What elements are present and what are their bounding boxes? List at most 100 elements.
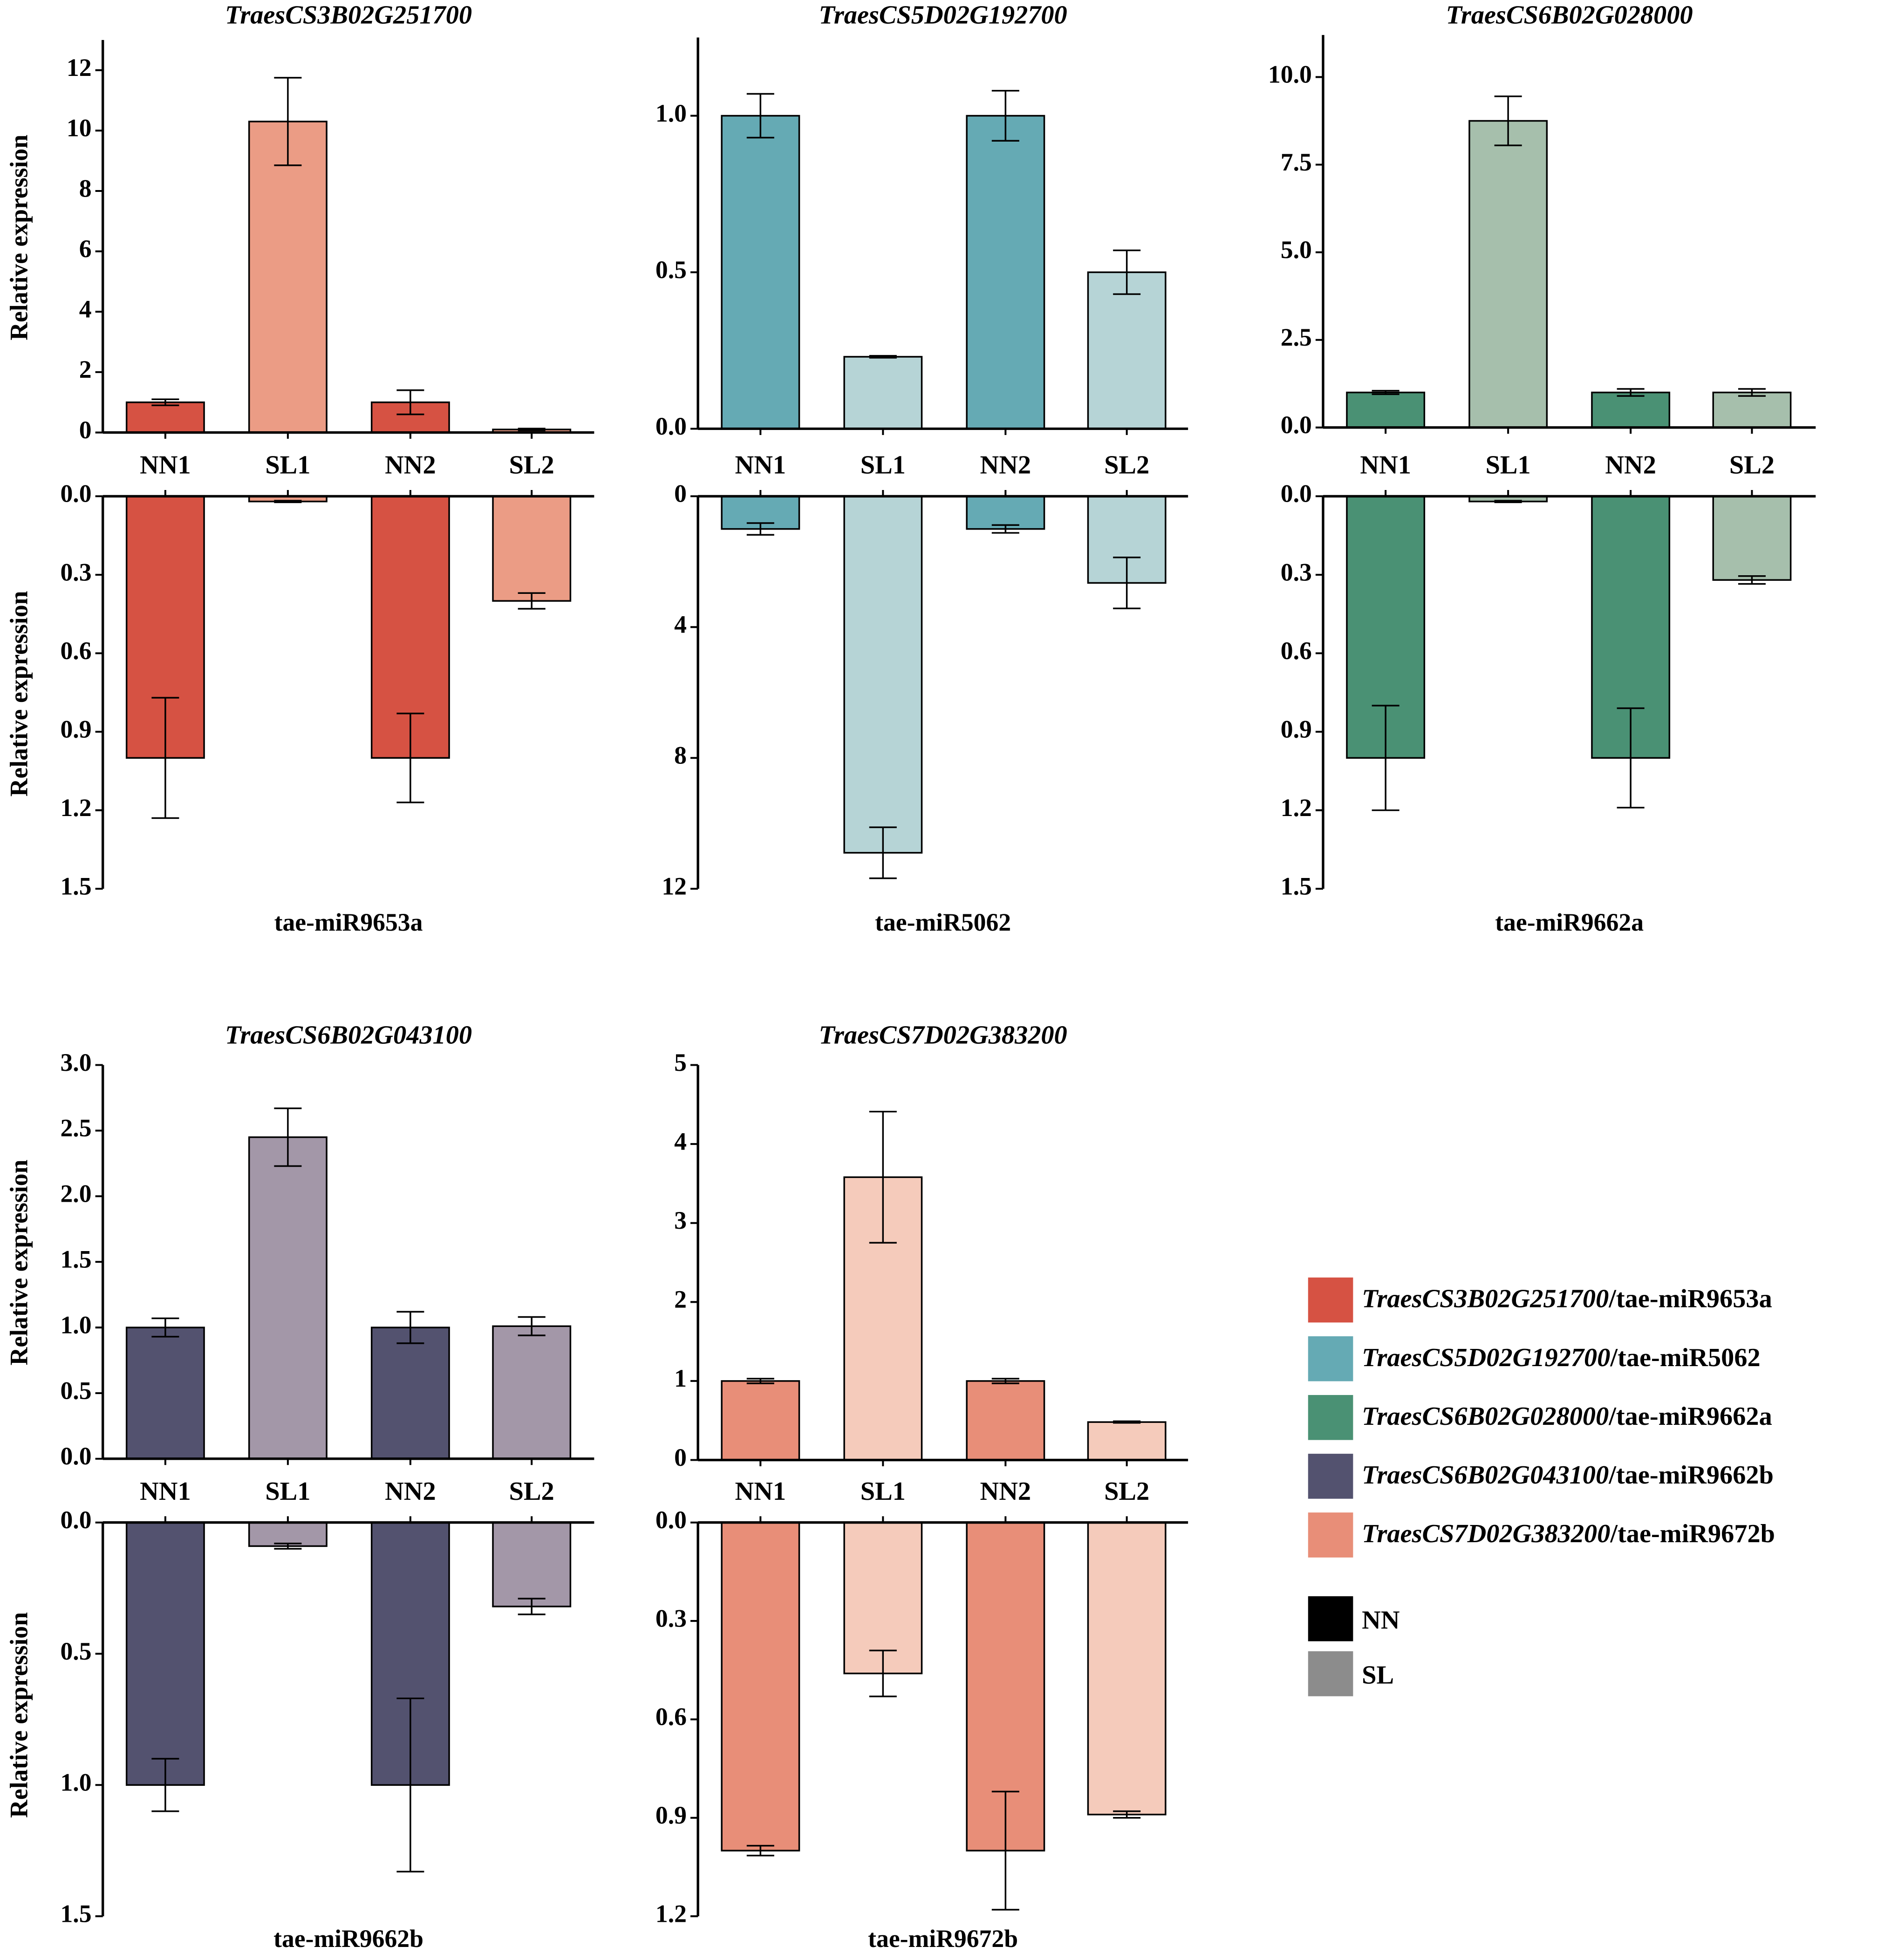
x-tick-label: SL1 [1486,451,1531,480]
x-tick-label: SL1 [265,1477,310,1506]
y-tick-label: 0.3 [1281,558,1312,586]
y-tick-label: 1.0 [60,1769,91,1797]
bar-sl2 [492,495,572,602]
legend-gene: TraesCS5D02G192700 [1362,1343,1610,1372]
legend-swatch [1308,1277,1353,1323]
mirna-label: tae-miR9662b [273,1925,423,1953]
y-tick-label: 0.9 [1281,715,1312,743]
legend-gene: TraesCS6B02G028000 [1362,1402,1609,1431]
y-tick-label: 3 [674,1206,687,1234]
y-tick-label: 12 [67,54,92,82]
bar-sl1 [248,121,328,434]
y-tick-label: 7.5 [1281,148,1312,176]
legend-group-label: NN [1362,1606,1399,1634]
bar-sl1 [1468,120,1548,429]
x-tick-label: NN2 [1605,451,1656,480]
y-tick-label: 5 [674,1048,687,1076]
gene-subplot: 0.0 0.5 1.0 1.5 2.0 2.5 3.0 NN1 SL1 NN2 SL2 Relativ… [5,1048,594,1506]
y-tick-label: 0.3 [60,558,91,586]
bar-nn2 [1591,391,1671,429]
y-tick-label: 2.5 [1281,323,1312,351]
y-axis-label: Relative expression [5,1160,33,1366]
bar-sl1 [843,1521,923,1674]
bar-nn1 [125,401,205,434]
y-axis-label: Relative expression [5,1612,33,1818]
legend-item: TraesCS6B02G043100/tae-miR9662b [1362,1461,1774,1490]
bar-sl1 [843,495,923,854]
chart-title: TraesCS6B02G043100 [225,1021,472,1049]
chart-title: TraesCS5D02G192700 [819,1,1067,30]
x-tick-label: SL1 [860,451,906,480]
y-tick-label: 3.0 [60,1048,91,1076]
bar-nn1 [1346,391,1426,429]
x-tick-label: NN2 [385,451,436,480]
x-tick-label: NN2 [980,1477,1031,1506]
y-tick-label: 1.0 [60,1311,91,1339]
chart-title: TraesCS6B02G028000 [1446,1,1693,30]
y-tick-label: 2 [674,1286,687,1313]
y-tick-label: 4 [674,1127,687,1155]
y-tick-label: 0.6 [60,637,91,665]
mirna-label: tae-miR9662a [1495,908,1644,936]
x-tick-label: NN1 [735,1477,786,1506]
chart-panel-1: TraesCS3B02G251700 0 2 4 6 8 10 12 NN1 SL1 NN2 SL2 R… [5,1,594,936]
y-tick-label: 1.2 [1281,794,1312,822]
y-tick-label: 0.6 [1281,637,1312,665]
mirna-label: tae-miR5062 [875,908,1011,936]
y-tick-label: 0.0 [60,1506,91,1534]
y-tick-label: 1.0 [655,99,687,127]
y-tick-label: 0.6 [655,1703,687,1731]
y-tick-label: 1.2 [655,1899,687,1927]
x-tick-label: NN1 [735,451,786,480]
y-tick-label: 0 [674,480,687,508]
legend-gene: TraesCS6B02G043100 [1362,1461,1609,1490]
gene-subplot: 0 2 4 6 8 10 12 NN1 SL1 NN2 SL2 Relative expression [5,40,594,480]
y-tick-label: 0.9 [655,1801,687,1829]
x-tick-label: SL2 [509,451,554,480]
y-tick-label: 0 [674,1443,687,1471]
legend-group-label: SL [1362,1661,1394,1689]
legend-swatch [1308,1395,1353,1440]
mirna-subplot: 0.0 0.5 1.0 1.5 tae-miR9662b Relative express… [5,1506,594,1953]
y-tick-label: 8 [79,174,92,202]
bar-sl1 [248,1136,328,1460]
x-tick-label: NN1 [140,451,191,480]
legend: TraesCS3B02G251700/tae-miR9653a TraesCS5D… [1308,1277,1775,1696]
y-tick-label: 1.2 [60,794,91,822]
y-tick-label: 5.0 [1281,236,1312,264]
y-axis-label: Relative expression [5,591,33,796]
y-tick-label: 6 [79,235,92,263]
y-tick-label: 1.5 [60,872,91,900]
legend-mirna: /tae-miR9672b [1610,1519,1775,1548]
bar-nn1 [721,1521,800,1851]
y-tick-label: 1.5 [1281,872,1312,900]
bar-nn2 [966,115,1045,430]
x-tick-label: NN1 [1360,451,1411,480]
x-tick-label: NN2 [980,451,1031,480]
y-tick-label: 12 [662,872,687,900]
mirna-subplot: 0.0 0.3 0.6 0.9 1.2 1.5 tae-miR9653a Relative e… [5,480,594,936]
y-tick-label: 0.0 [655,412,687,440]
y-tick-label: 2 [79,355,92,383]
bar-nn2 [370,1327,450,1460]
y-tick-label: 10 [67,114,92,142]
y-tick-label: 0 [79,416,92,444]
x-tick-label: SL2 [1729,451,1775,480]
mirna-label: tae-miR9653a [274,908,423,936]
gene-subplot: 0 1 2 3 4 5 NN1 SL1 NN2 SL2 [674,1048,1188,1506]
legend-item: TraesCS5D02G192700/tae-miR5062 [1362,1343,1761,1372]
y-tick-label: 0.0 [60,480,91,508]
mirna-subplot: 0 4 8 12 tae-miR5062 [662,480,1188,936]
x-tick-label: NN1 [140,1477,191,1506]
x-tick-label: SL2 [1104,451,1149,480]
y-tick-label: 0.3 [655,1604,687,1632]
bar-nn1 [125,1521,205,1786]
bar-sl2 [1087,1421,1167,1461]
y-tick-label: 1.5 [60,1899,91,1927]
bar-nn2 [966,1380,1045,1461]
mirna-label: tae-miR9672b [868,1925,1018,1953]
y-axis-label: Relative expression [5,135,33,340]
legend-mirna: /tae-miR9653a [1608,1285,1772,1313]
